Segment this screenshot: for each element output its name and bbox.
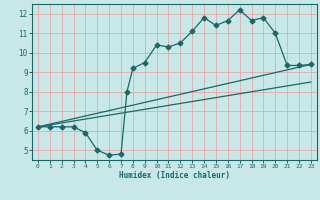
- X-axis label: Humidex (Indice chaleur): Humidex (Indice chaleur): [119, 171, 230, 180]
